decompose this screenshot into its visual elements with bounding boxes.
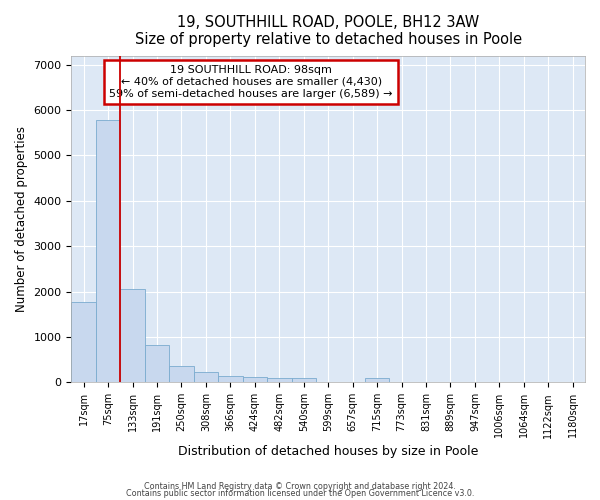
Text: Contains HM Land Registry data © Crown copyright and database right 2024.: Contains HM Land Registry data © Crown c… <box>144 482 456 491</box>
Text: Contains public sector information licensed under the Open Government Licence v3: Contains public sector information licen… <box>126 490 474 498</box>
Bar <box>121 289 145 382</box>
Bar <box>218 376 242 382</box>
Bar <box>267 378 292 382</box>
X-axis label: Distribution of detached houses by size in Poole: Distribution of detached houses by size … <box>178 444 478 458</box>
Bar <box>194 372 218 382</box>
Bar <box>169 366 194 382</box>
Y-axis label: Number of detached properties: Number of detached properties <box>15 126 28 312</box>
Title: 19, SOUTHHILL ROAD, POOLE, BH12 3AW
Size of property relative to detached houses: 19, SOUTHHILL ROAD, POOLE, BH12 3AW Size… <box>134 15 522 48</box>
Bar <box>145 344 169 383</box>
Bar <box>292 378 316 382</box>
Text: 19 SOUTHHILL ROAD: 98sqm
← 40% of detached houses are smaller (4,430)
59% of sem: 19 SOUTHHILL ROAD: 98sqm ← 40% of detach… <box>109 66 393 98</box>
Bar <box>71 302 96 382</box>
Bar <box>365 378 389 382</box>
Bar <box>96 120 121 382</box>
Bar <box>242 377 267 382</box>
